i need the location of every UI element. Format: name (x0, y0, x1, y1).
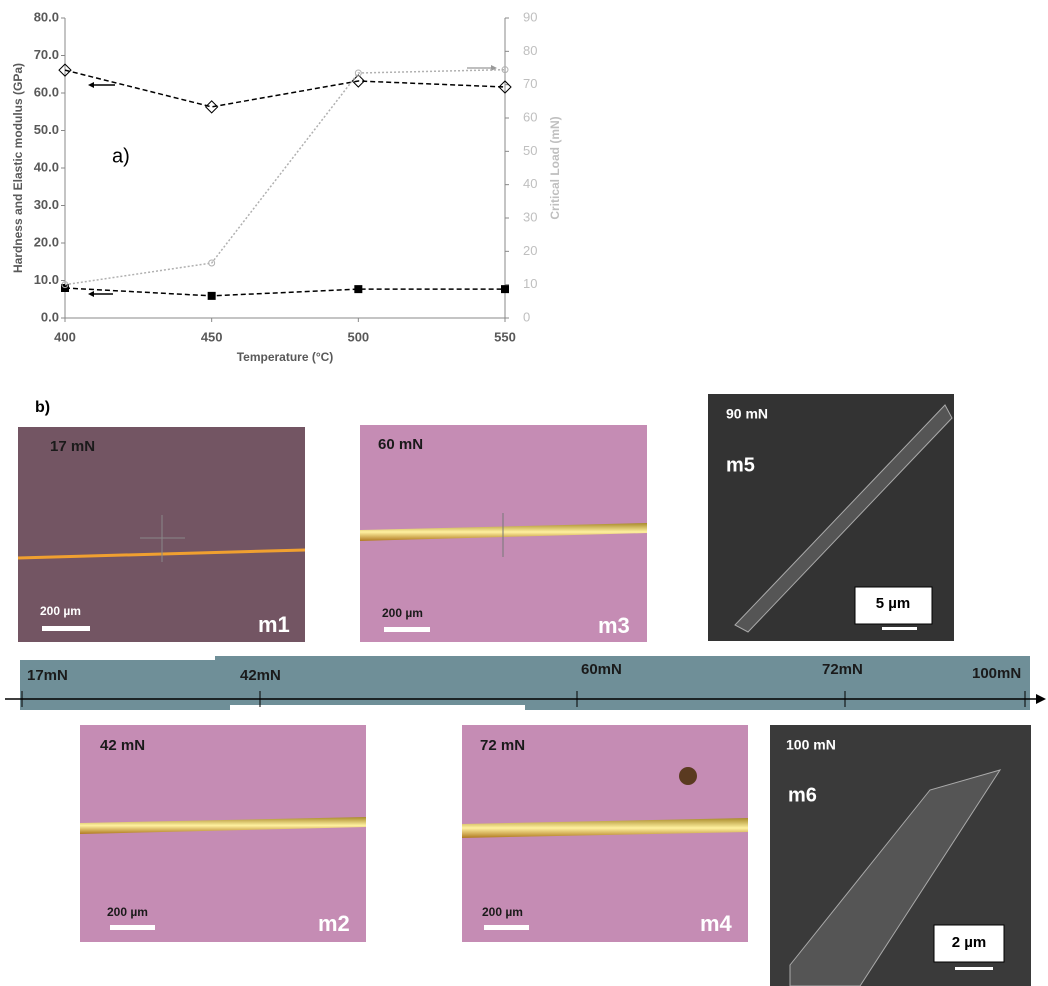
scale-bar (42, 626, 90, 631)
y-tick-label: 30.0 (34, 197, 59, 212)
y-tick-label: 20.0 (34, 234, 59, 249)
micrograph: 60 mN 200 µm m3 (360, 425, 647, 642)
y2-tick-label: 90 (523, 9, 537, 24)
image-id: m5 (726, 454, 755, 476)
scratch (80, 817, 366, 834)
chart-a: a) Temperature (°C) Hardness and Elastic… (11, 9, 562, 364)
load-label: 42mN (240, 667, 281, 684)
marker (501, 66, 509, 74)
marker (354, 69, 362, 77)
scale-label: 200 µm (40, 604, 81, 618)
scale-bar (110, 925, 155, 930)
load-label: 72 mN (480, 737, 525, 754)
arrow-head (88, 82, 94, 88)
load-label: 60mN (581, 661, 622, 678)
strip-gap (230, 705, 525, 713)
micrograph: 100 mN m6 2 µm (770, 725, 1031, 986)
y-tick-label: 50.0 (34, 122, 59, 137)
x-tick-label: 450 (201, 329, 223, 344)
y2-tick-label: 20 (523, 243, 537, 258)
load-label: 17mN (27, 667, 68, 684)
y2-tick-label: 40 (523, 176, 537, 191)
scale-label: 5 µm (876, 595, 911, 612)
y2-tick-label: 10 (523, 276, 537, 291)
scale-label: 2 µm (952, 934, 987, 951)
image-id: m6 (788, 784, 817, 806)
image-id: m1 (258, 612, 290, 637)
micrograph: 90 mN m5 5 µm (708, 394, 954, 641)
scale-label: 200 µm (482, 905, 523, 919)
marker (354, 285, 363, 294)
image-id: m2 (318, 911, 350, 936)
series-line (64, 68, 506, 286)
x-axis-label: Temperature (°C) (237, 350, 334, 364)
marker (498, 80, 512, 94)
arrow-head (491, 65, 497, 71)
marker (207, 291, 216, 300)
scratch (789, 769, 1002, 986)
scale-bar (882, 627, 917, 630)
load-label: 72mN (822, 661, 863, 678)
scale-bar (955, 967, 993, 970)
y2-tick-label: 70 (523, 76, 537, 91)
y-tick-label: 60.0 (34, 84, 59, 99)
x-tick-label: 400 (54, 329, 76, 344)
y-tick-label: 0.0 (41, 309, 59, 324)
load-label: 60 mN (378, 436, 423, 453)
scale-bar (384, 627, 430, 632)
y2-tick-label: 50 (523, 143, 537, 158)
scratch-strip: 17mN 42mN 60mN 72mN 100mN (5, 656, 1046, 713)
arrow-head (1036, 694, 1046, 704)
scale-label: 200 µm (382, 606, 423, 620)
strip (20, 660, 220, 710)
marker (501, 285, 509, 294)
image-id: m4 (700, 911, 733, 936)
scale-bar (484, 925, 529, 930)
y-tick-label: 40.0 (34, 159, 59, 174)
y-tick-label: 80.0 (34, 9, 59, 24)
scale-label: 200 µm (107, 905, 148, 919)
scale-box (933, 924, 1005, 963)
x-tick-label: 500 (347, 329, 369, 344)
image (80, 725, 366, 942)
arrow-head (88, 291, 94, 297)
x-tick-label: 550 (494, 329, 516, 344)
strip (215, 656, 1030, 710)
marker (58, 63, 72, 77)
load-label: 100mN (972, 665, 1021, 682)
series-line (64, 287, 505, 297)
load-label: 90 mN (726, 406, 768, 422)
marker (61, 281, 69, 289)
load-label: 42 mN (100, 737, 145, 754)
micrograph: 72 mN 200 µm m4 (462, 725, 748, 942)
image-id: m3 (598, 613, 630, 638)
scratch (734, 404, 953, 633)
y2-axis-label: Critical Load (mN) (548, 116, 562, 219)
panel-label: b) (35, 399, 50, 416)
load-label: 100 mN (786, 737, 836, 753)
y-tick-label: 70.0 (34, 47, 59, 62)
micrograph: 42 mN 200 µm m2 (80, 725, 366, 942)
y2-tick-label: 30 (523, 209, 537, 224)
annotation: a) (112, 145, 130, 167)
micrograph: 17 mN 200 µm m1 (17, 427, 306, 642)
marker (204, 100, 219, 114)
y-tick-label: 10.0 (34, 272, 59, 287)
load-label: 17 mN (50, 438, 95, 455)
y2-tick-label: 60 (523, 109, 537, 124)
y2-tick-label: 0 (523, 309, 530, 324)
scratch (462, 818, 748, 838)
series-line (64, 69, 506, 108)
y-axis-label: Hardness and Elastic modulus (GPa) (11, 63, 25, 273)
marker (208, 259, 216, 267)
debris (679, 767, 697, 785)
scale-box (854, 586, 933, 625)
y2-tick-label: 80 (523, 43, 537, 58)
